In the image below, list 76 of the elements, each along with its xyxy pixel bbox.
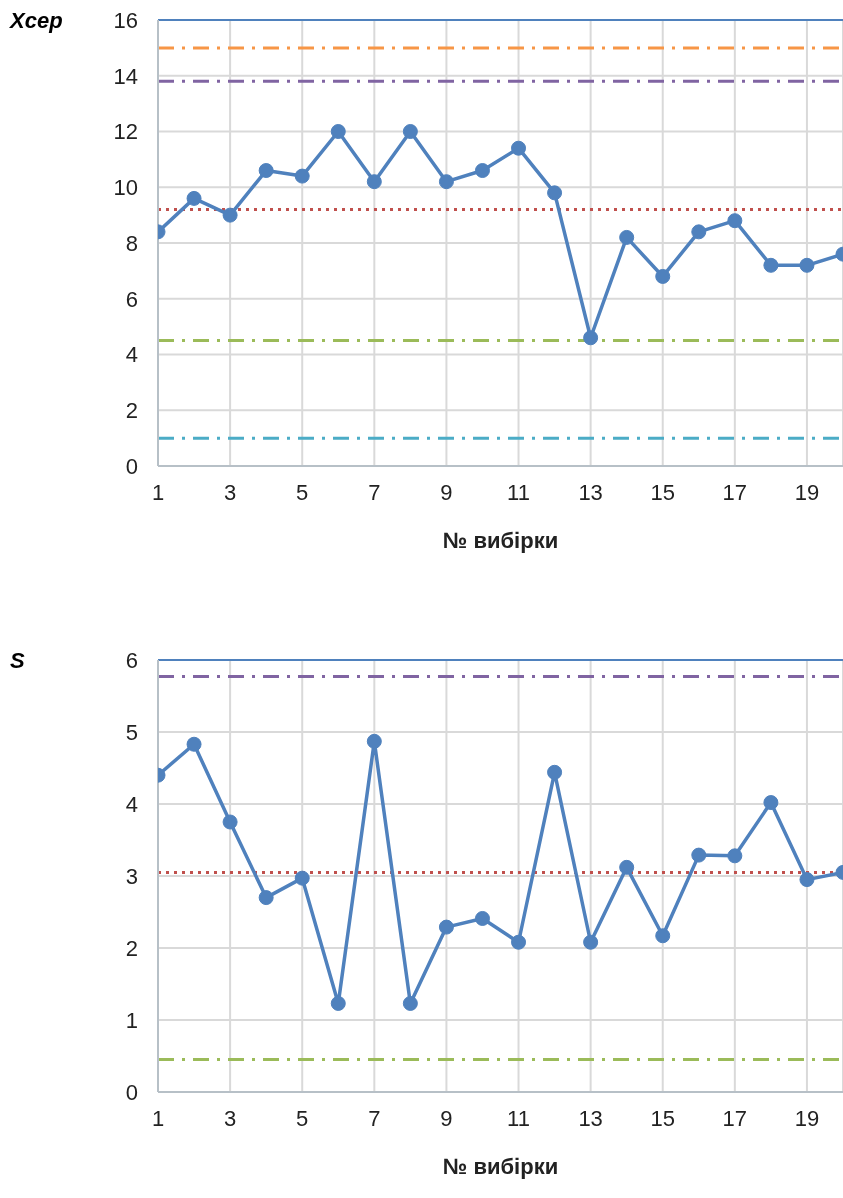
point	[222, 814, 238, 830]
y-axis-title: S	[10, 648, 25, 674]
x-tick-label: 3	[223, 479, 237, 505]
point	[547, 764, 563, 780]
point	[294, 870, 310, 886]
y-tick-label: 14	[113, 63, 138, 89]
x-tick-label: 1	[151, 1105, 165, 1131]
point	[474, 910, 490, 926]
y-tick-label: 3	[125, 863, 138, 889]
point	[438, 919, 454, 935]
x-tick-label: 15	[650, 479, 675, 505]
point	[258, 890, 274, 906]
y-tick-label: 2	[125, 398, 138, 424]
y-tick-label: 1	[125, 1007, 138, 1033]
x-axis-title: № вибірки	[442, 528, 559, 553]
x-tick-label: 11	[507, 1105, 530, 1131]
point	[583, 934, 599, 950]
point	[474, 163, 490, 179]
x-tick-label: 13	[578, 1105, 603, 1131]
point	[691, 224, 707, 240]
point	[511, 934, 527, 950]
x-tick-label: 9	[440, 1105, 453, 1131]
point	[655, 268, 671, 284]
x-tick-label: 11	[507, 479, 530, 505]
point	[727, 213, 743, 229]
y-tick-label: 6	[125, 647, 138, 673]
x-tick-label: 17	[722, 479, 748, 505]
point	[727, 848, 743, 864]
point	[763, 795, 779, 811]
x-axis-title: № вибірки	[442, 1154, 559, 1179]
point	[186, 736, 202, 752]
point	[330, 995, 346, 1011]
point	[402, 995, 418, 1011]
x-tick-label: 7	[368, 479, 381, 505]
y-tick-label: 4	[125, 791, 138, 817]
x-tick-label: 7	[368, 1105, 381, 1131]
point	[366, 174, 382, 190]
x-tick-label: 19	[794, 1105, 820, 1131]
y-tick-label: 5	[125, 719, 138, 745]
x-tick-label: 3	[223, 1105, 237, 1131]
y-tick-label: 6	[125, 286, 138, 312]
y-tick-label: 8	[125, 230, 138, 256]
point	[438, 174, 454, 190]
y-tick-label: 0	[125, 453, 138, 479]
point	[186, 190, 202, 206]
point	[330, 124, 346, 139]
point	[258, 163, 274, 179]
point	[763, 257, 779, 273]
point	[511, 140, 527, 156]
point	[691, 847, 707, 863]
x-tick-label: 13	[578, 479, 603, 505]
x-tick-label: 5	[296, 1105, 309, 1131]
point	[294, 168, 310, 184]
point	[366, 733, 382, 749]
y-axis-title: Xсер	[10, 8, 63, 34]
point	[799, 872, 815, 888]
point	[799, 257, 815, 273]
x-tick-label: 9	[440, 479, 453, 505]
x-tick-label: 17	[722, 1105, 748, 1131]
point	[619, 859, 635, 875]
point	[655, 928, 671, 944]
point	[547, 185, 563, 201]
y-tick-label: 0	[125, 1079, 138, 1105]
point	[402, 124, 418, 139]
x-tick-label: 5	[296, 479, 309, 505]
point	[583, 330, 599, 346]
y-tick-label: 12	[113, 119, 138, 145]
x-tick-label: 19	[794, 479, 820, 505]
point	[619, 229, 635, 245]
y-tick-label: 10	[113, 175, 138, 201]
x-tick-label: 1	[151, 479, 165, 505]
y-tick-label: 4	[125, 342, 138, 368]
y-tick-label: 2	[125, 935, 138, 961]
point	[222, 207, 238, 223]
x-tick-label: 15	[650, 1105, 675, 1131]
y-tick-label: 16	[113, 7, 138, 33]
